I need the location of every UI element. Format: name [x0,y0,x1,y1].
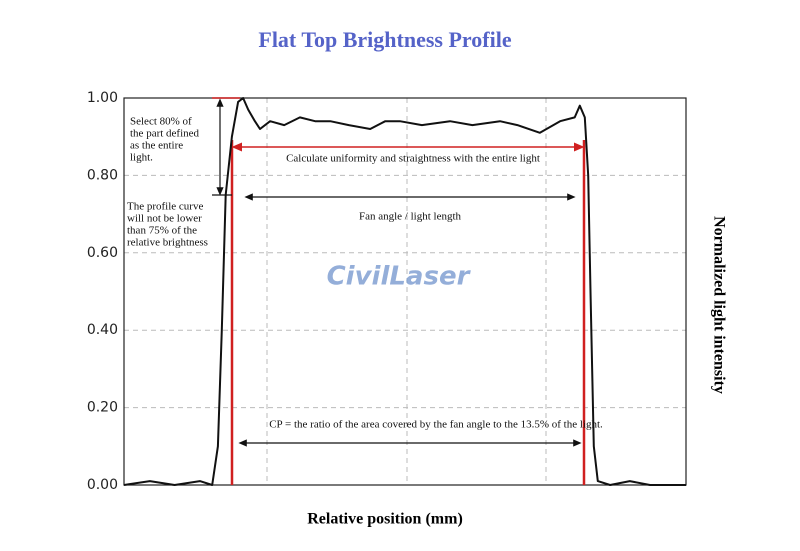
y-axis-label: Normalized light intensity [710,216,727,394]
y-tick-label: 0.40 [87,322,118,338]
vertical-grid [266,98,547,485]
y-tick-label: 0.60 [87,245,118,261]
annotation: CP = the ratio of the area covered by th… [269,419,603,431]
annotation-arrows [212,97,586,485]
chart-title: Flat Top Brightness Profile [258,27,511,52]
annotation: relative brightness [127,237,208,249]
annotation: Select 80% of [130,116,192,128]
y-tick-label: 1.00 [87,90,118,106]
annotation: than 75% of the [127,225,197,237]
annotation: Calculate uniformity and straightness wi… [286,153,540,165]
plot-frame [123,97,687,486]
annotation: will not be lower [127,213,202,225]
y-tick-label: 0.80 [87,167,118,183]
annotation: light. [130,152,153,164]
annotation: the part defined [130,128,200,140]
annotation: Fan angle / light length [359,211,462,223]
y-tick-label: 0.00 [87,477,118,493]
annotation: The profile curve [127,201,203,213]
y-tick-label: 0.20 [87,400,118,416]
annotation: as the entire [130,140,183,152]
watermark: CivilLaser [327,262,472,292]
profile-line [123,97,686,486]
x-axis-label: Relative position (mm) [307,511,463,528]
